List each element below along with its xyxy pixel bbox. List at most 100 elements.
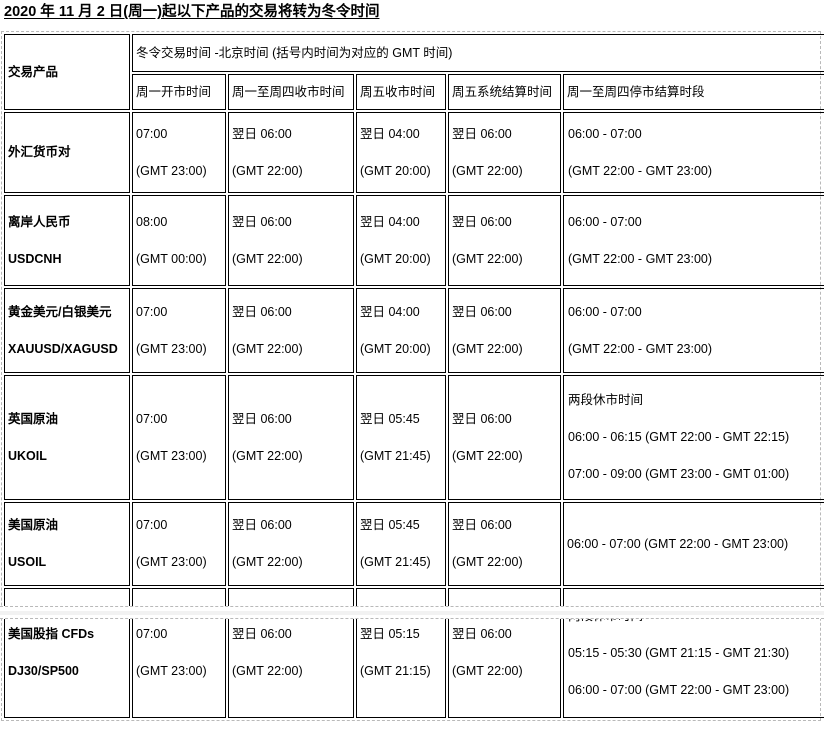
cell-break-period: 06:00 - 07:00 (GMT 22:00 - GMT 23:00): [563, 288, 824, 373]
break-line: 06:00 - 07:00 (GMT 22:00 - GMT 23:00): [567, 536, 789, 551]
break-line: 06:00 - 06:15 (GMT 22:00 - GMT 22:15): [568, 430, 790, 444]
time-value: 07:00: [136, 126, 168, 141]
time-value: 翌日 05:45: [360, 518, 420, 532]
time-value: 07:00: [136, 304, 168, 319]
product-line-1: 美国原油: [8, 518, 59, 532]
cell-break-period: 06:00 - 07:00 (GMT 22:00 - GMT 23:00): [563, 112, 824, 193]
cell-mon-thu-close: 翌日 06:00 (GMT 22:00): [228, 502, 354, 586]
table-row: 英国原油 UKOIL 07:00 (GMT 23:00) 翌日 06:00 (G…: [4, 375, 824, 500]
cell-mon-open: 07:00 (GMT 23:00): [132, 502, 226, 586]
cell-mon-thu-close: 翌日 06:00 (GMT 22:00): [228, 195, 354, 286]
row-product-name: 离岸人民币 USDCNH: [4, 195, 130, 286]
break-line: 06:00 - 07:00: [568, 126, 642, 141]
product-line-2: DJ30/SP500: [8, 664, 79, 678]
cell-fri-settlement: 翌日 06:00 (GMT 22:00): [448, 588, 561, 718]
header-product-column: 交易产品: [4, 34, 130, 110]
cell-fri-close: 翌日 04:00 (GMT 20:00): [356, 195, 446, 286]
table-body: 交易产品 冬令交易时间 -北京时间 (括号内时间为对应的 GMT 时间) 周一开…: [4, 34, 824, 718]
gmt-value: (GMT 20:00): [360, 163, 431, 178]
cell-mon-open: 07:00 (GMT 23:00): [132, 375, 226, 500]
page-break-separator: [0, 606, 824, 619]
cell-break-period: 06:00 - 07:00 (GMT 22:00 - GMT 23:00): [563, 502, 824, 586]
header-mon-thu-close: 周一至周四收市时间: [228, 74, 354, 110]
gmt-value: (GMT 22:00): [452, 555, 523, 569]
time-value: 翌日 06:00: [452, 214, 512, 229]
gmt-value: (GMT 20:00): [360, 251, 431, 266]
row-product-name: 美国股指 CFDs DJ30/SP500: [4, 588, 130, 718]
table-row: 离岸人民币 USDCNH 08:00 (GMT 00:00) 翌日 06:00 …: [4, 195, 824, 286]
break-line: (GMT 22:00 - GMT 23:00): [568, 163, 713, 178]
product-line-1: 黄金美元/白银美元: [8, 304, 112, 319]
gmt-value: (GMT 22:00): [452, 448, 523, 463]
gmt-value: (GMT 00:00): [136, 251, 207, 266]
cell-fri-close: 翌日 05:15 (GMT 21:15): [356, 588, 446, 718]
break-line: 06:00 - 07:00: [568, 304, 642, 319]
cell-fri-settlement: 翌日 06:00 (GMT 22:00): [448, 502, 561, 586]
product-line-2: UKOIL: [8, 448, 47, 463]
cell-mon-open: 07:00 (GMT 23:00): [132, 588, 226, 718]
row-product-name: 英国原油 UKOIL: [4, 375, 130, 500]
time-value: 翌日 04:00: [360, 126, 420, 141]
time-value: 翌日 06:00: [232, 126, 292, 141]
trading-hours-table-frame: 交易产品 冬令交易时间 -北京时间 (括号内时间为对应的 GMT 时间) 周一开…: [1, 31, 824, 721]
row-product-name: 美国原油 USOIL: [4, 502, 130, 586]
page-title: 2020 年 11 月 2 日(周一)起以下产品的交易将转为冬令时间: [4, 4, 380, 20]
table-row: 美国股指 CFDs DJ30/SP500 07:00 (GMT 23:00) 翌…: [4, 588, 824, 718]
product-line-2: USDCNH: [8, 251, 62, 266]
time-value: 翌日 06:00: [232, 304, 292, 319]
break-line: 06:00 - 07:00 (GMT 22:00 - GMT 23:00): [568, 682, 790, 697]
time-value: 翌日 06:00: [232, 411, 292, 426]
page-break-gap: [0, 611, 824, 615]
row-product-name: 黄金美元/白银美元 XAUUSD/XAGUSD: [4, 288, 130, 373]
gmt-value: (GMT 23:00): [136, 664, 207, 678]
cell-mon-thu-close: 翌日 06:00 (GMT 22:00): [228, 112, 354, 193]
time-value: 翌日 06:00: [452, 126, 512, 141]
cell-mon-open: 08:00 (GMT 00:00): [132, 195, 226, 286]
time-value: 07:00: [136, 518, 168, 532]
time-value: 翌日 06:00: [452, 518, 512, 532]
table-header-row-1: 交易产品 冬令交易时间 -北京时间 (括号内时间为对应的 GMT 时间): [4, 34, 824, 110]
cell-mon-thu-close: 翌日 06:00 (GMT 22:00): [228, 375, 354, 500]
gmt-value: (GMT 22:00): [232, 448, 303, 463]
gmt-value: (GMT 20:00): [360, 341, 431, 356]
table-row: 黄金美元/白银美元 XAUUSD/XAGUSD 07:00 (GMT 23:00…: [4, 288, 824, 373]
time-value: 翌日 06:00: [232, 627, 292, 641]
product-line-1: 外汇货币对: [8, 145, 71, 159]
product-line-1: 离岸人民币: [8, 214, 71, 229]
time-value: 翌日 06:00: [452, 627, 512, 641]
header-fri-settlement: 周五系统结算时间: [448, 74, 561, 110]
break-line: 05:15 - 05:30 (GMT 21:15 - GMT 21:30): [568, 645, 790, 660]
time-value: 08:00: [136, 214, 168, 229]
gmt-value: (GMT 22:00): [232, 341, 303, 356]
gmt-value: (GMT 22:00): [232, 555, 303, 569]
cell-mon-open: 07:00 (GMT 23:00): [132, 288, 226, 373]
cell-fri-close: 翌日 04:00 (GMT 20:00): [356, 112, 446, 193]
time-value: 翌日 06:00: [232, 518, 292, 532]
break-line: 06:00 - 07:00: [568, 214, 642, 229]
gmt-value: (GMT 22:00): [232, 163, 303, 178]
gmt-value: (GMT 22:00): [452, 163, 523, 178]
break-line: (GMT 22:00 - GMT 23:00): [568, 341, 713, 356]
table-row: 外汇货币对 07:00 (GMT 23:00) 翌日 06:00 (GMT 22…: [4, 112, 824, 193]
table-row: 美国原油 USOIL 07:00 (GMT 23:00) 翌日 06:00 (G…: [4, 502, 824, 586]
gmt-value: (GMT 23:00): [136, 163, 207, 178]
time-value: 翌日 04:00: [360, 214, 420, 229]
cell-mon-open: 07:00 (GMT 23:00): [132, 112, 226, 193]
break-line: 两段休市时间: [568, 393, 644, 407]
cell-fri-settlement: 翌日 06:00 (GMT 22:00): [448, 112, 561, 193]
cell-fri-settlement: 翌日 06:00 (GMT 22:00): [448, 288, 561, 373]
gmt-value: (GMT 22:00): [452, 251, 523, 266]
product-line-1: 美国股指 CFDs: [8, 627, 95, 641]
gmt-value: (GMT 22:00): [232, 251, 303, 266]
gmt-value: (GMT 23:00): [136, 448, 207, 463]
product-line-2: XAUUSD/XAGUSD: [8, 341, 118, 356]
break-line: (GMT 22:00 - GMT 23:00): [568, 251, 713, 266]
cell-fri-settlement: 翌日 06:00 (GMT 22:00): [448, 195, 561, 286]
time-value: 07:00: [136, 411, 168, 426]
row-product-name: 外汇货币对: [4, 112, 130, 193]
header-fri-close: 周五收市时间: [356, 74, 446, 110]
cell-break-period: 两段休市时间 06:00 - 06:15 (GMT 22:00 - GMT 22…: [563, 375, 824, 500]
time-value: 翌日 04:00: [360, 304, 420, 319]
time-value: 翌日 06:00: [232, 214, 292, 229]
